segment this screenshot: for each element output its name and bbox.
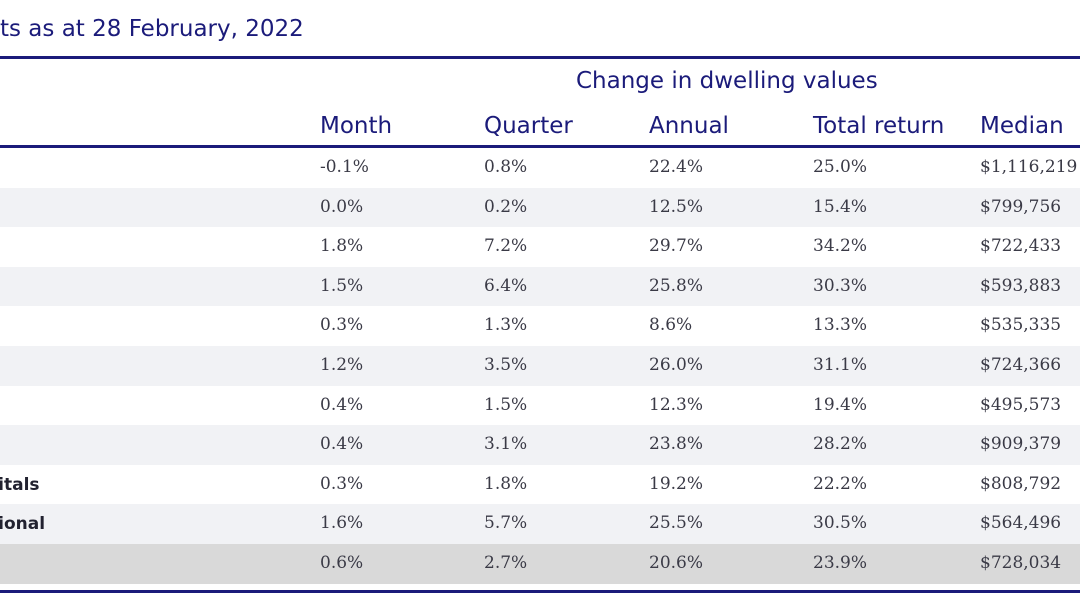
- median-cell: $909,379: [980, 434, 1062, 455]
- total-return-cell: 23.9%: [813, 552, 868, 573]
- table-body: -0.1% 0.8% 22.4% 25.0% $1,116,219 0.0% 0…: [0, 148, 1080, 584]
- total-return-cell: 30.3%: [813, 275, 868, 296]
- table-row: pitals 0.3% 1.8% 19.2% 22.2% $808,792: [0, 465, 1080, 505]
- month-cell: 1.2%: [320, 354, 364, 375]
- median-cell: $495,573: [980, 394, 1062, 415]
- column-header-month: Month: [320, 113, 393, 139]
- total-return-cell: 22.2%: [813, 473, 868, 494]
- quarter-cell: 1.8%: [484, 473, 528, 494]
- quarter-cell: 0.8%: [484, 157, 528, 177]
- annual-cell: 25.5%: [649, 513, 704, 534]
- column-header-total-return: Total return: [813, 113, 945, 139]
- total-return-cell: 34.2%: [813, 236, 868, 257]
- total-return-cell: 28.2%: [813, 434, 868, 455]
- median-cell: $808,792: [980, 473, 1062, 494]
- quarter-cell: 2.7%: [484, 552, 528, 573]
- bottom-rule: [0, 590, 1080, 593]
- total-return-cell: 25.0%: [813, 157, 868, 177]
- median-cell: $1,116,219: [980, 157, 1078, 177]
- quarter-cell: 1.5%: [484, 394, 528, 415]
- column-header-quarter: Quarter: [484, 113, 573, 139]
- month-cell: 0.4%: [320, 434, 364, 455]
- total-return-cell: 13.3%: [813, 315, 868, 336]
- table-row: -0.1% 0.8% 22.4% 25.0% $1,116,219: [0, 148, 1080, 188]
- median-cell: $724,366: [980, 354, 1062, 375]
- month-cell: 0.3%: [320, 473, 364, 494]
- median-cell: $535,335: [980, 315, 1062, 336]
- annual-cell: 25.8%: [649, 275, 704, 296]
- month-cell: 1.8%: [320, 236, 364, 257]
- total-return-cell: 31.1%: [813, 354, 868, 375]
- quarter-cell: 3.5%: [484, 354, 528, 375]
- header-rule: [0, 145, 1080, 148]
- median-cell: $728,034: [980, 552, 1062, 573]
- annual-cell: 22.4%: [649, 157, 704, 177]
- table-row: 0.4% 1.5% 12.3% 19.4% $495,573: [0, 386, 1080, 426]
- table-row: 0.3% 1.3% 8.6% 13.3% $535,335: [0, 306, 1080, 346]
- region-cell: gional: [0, 514, 46, 535]
- median-cell: $593,883: [980, 275, 1062, 296]
- table-row: 1.8% 7.2% 29.7% 34.2% $722,433: [0, 227, 1080, 267]
- column-header-annual: Annual: [649, 113, 729, 139]
- column-header-median: Median: [980, 113, 1064, 139]
- quarter-cell: 1.3%: [484, 315, 528, 336]
- month-cell: 0.0%: [320, 196, 364, 217]
- region-cell: pitals: [0, 474, 40, 495]
- month-cell: -0.1%: [320, 157, 369, 177]
- table-row: 0.0% 0.2% 12.5% 15.4% $799,756: [0, 187, 1080, 228]
- month-cell: 0.4%: [320, 394, 364, 415]
- month-cell: 0.3%: [320, 315, 364, 336]
- total-return-cell: 15.4%: [813, 196, 868, 217]
- annual-cell: 12.3%: [649, 394, 704, 415]
- median-cell: $799,756: [980, 196, 1062, 217]
- median-cell: $722,433: [980, 236, 1062, 257]
- total-return-cell: 19.4%: [813, 394, 868, 415]
- top-rule: [0, 56, 1080, 59]
- table-row-total: 0.6% 2.7% 20.6% 23.9% $728,034: [0, 543, 1080, 584]
- annual-cell: 26.0%: [649, 354, 704, 375]
- total-return-cell: 30.5%: [813, 513, 868, 534]
- quarter-cell: 3.1%: [484, 434, 528, 455]
- annual-cell: 8.6%: [649, 315, 693, 336]
- quarter-cell: 6.4%: [484, 275, 528, 296]
- document-title: ts as at 28 February, 2022: [0, 16, 304, 42]
- month-cell: 0.6%: [320, 552, 364, 573]
- annual-cell: 19.2%: [649, 473, 704, 494]
- table-row: 1.5% 6.4% 25.8% 30.3% $593,883: [0, 266, 1080, 307]
- median-cell: $564,496: [980, 513, 1062, 534]
- annual-cell: 23.8%: [649, 434, 704, 455]
- month-cell: 1.6%: [320, 513, 364, 534]
- annual-cell: 29.7%: [649, 236, 704, 257]
- annual-cell: 20.6%: [649, 552, 704, 573]
- table-row: gional 1.6% 5.7% 25.5% 30.5% $564,496: [0, 504, 1080, 544]
- table-row: 1.2% 3.5% 26.0% 31.1% $724,366: [0, 345, 1080, 386]
- group-header: Change in dwelling values: [576, 68, 878, 94]
- month-cell: 1.5%: [320, 275, 364, 296]
- quarter-cell: 0.2%: [484, 196, 528, 217]
- annual-cell: 12.5%: [649, 196, 704, 217]
- quarter-cell: 5.7%: [484, 513, 528, 534]
- quarter-cell: 7.2%: [484, 236, 528, 257]
- table-row: 0.4% 3.1% 23.8% 28.2% $909,379: [0, 425, 1080, 465]
